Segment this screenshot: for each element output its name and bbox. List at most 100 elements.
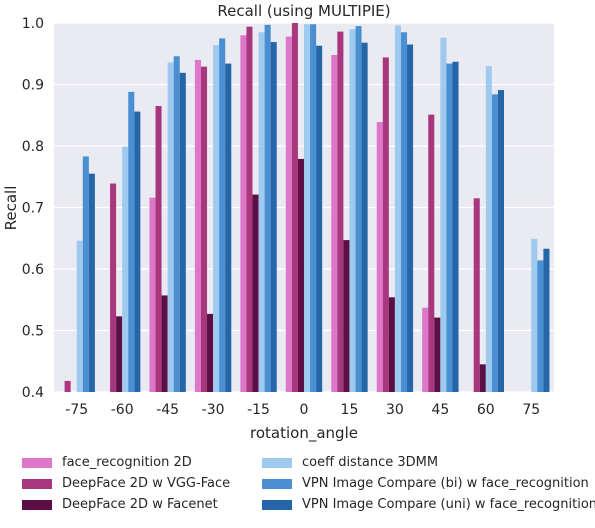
x-tick-label: -60: [111, 402, 134, 418]
bar: [304, 24, 311, 392]
bar: [240, 35, 247, 393]
bar: [343, 240, 350, 392]
bar: [116, 316, 123, 392]
y-tick-label: 0.6: [22, 262, 44, 278]
bar: [173, 56, 180, 393]
y-tick-label: 0.9: [22, 78, 44, 94]
legend-label: VPN Image Compare (uni) w face_recogniti…: [302, 497, 595, 512]
bar: [473, 198, 480, 392]
x-tick-label: 75: [522, 402, 540, 418]
bar: [497, 90, 504, 392]
y-axis-label: Recall: [2, 186, 20, 231]
legend-swatch: [262, 457, 292, 468]
y-tick-label: 0.8: [22, 139, 44, 155]
bar: [122, 146, 129, 392]
x-tick-label: -15: [247, 402, 270, 418]
bar: [479, 364, 486, 392]
bar: [155, 106, 162, 393]
x-tick-label: 15: [341, 402, 359, 418]
x-tick-label: 45: [431, 402, 449, 418]
legend-swatch: [22, 457, 52, 468]
bar: [270, 42, 277, 392]
bar: [110, 183, 117, 392]
bar: [310, 24, 317, 392]
legend-swatch: [22, 499, 52, 510]
bar: [258, 32, 265, 392]
bar: [194, 59, 201, 393]
bar: [382, 57, 389, 392]
legend-item: coeff distance 3DMM: [262, 455, 438, 470]
y-tick-label: 0.5: [22, 324, 44, 340]
bar: [337, 31, 344, 393]
bar: [82, 156, 89, 392]
x-tick-label: 60: [477, 402, 495, 418]
bar: [161, 295, 168, 392]
bar: [291, 23, 298, 392]
bar: [407, 44, 414, 393]
bar: [394, 25, 401, 393]
x-tick-label: 30: [386, 402, 404, 418]
x-tick-label: 0: [300, 402, 309, 418]
bar: [285, 36, 292, 392]
x-axis-label: rotation_angle: [250, 424, 358, 443]
legend-item: face_recognition 2D: [22, 455, 192, 470]
bar: [76, 240, 83, 392]
x-tick-labels: -75 -60 -45 -30 -15 0 15 30 45 60 75: [65, 402, 540, 418]
y-tick-labels: 0.4 0.5 0.6 0.7 0.8 0.9 1.0: [22, 16, 44, 401]
bar: [422, 307, 429, 392]
bar-layer: [64, 23, 550, 393]
bar: [200, 66, 208, 392]
bar: [252, 194, 259, 392]
bar: [207, 313, 214, 392]
y-tick-label: 0.7: [22, 201, 44, 217]
bar: [446, 63, 453, 393]
bar: [149, 197, 156, 392]
bar: [355, 26, 362, 392]
bar: [537, 260, 544, 392]
bar: [400, 32, 408, 392]
bar: [485, 66, 492, 393]
bar: [376, 122, 383, 392]
legend-swatch: [262, 478, 292, 489]
legend-label: coeff distance 3DMM: [302, 455, 439, 470]
x-tick-label: -45: [156, 402, 179, 418]
legend-item: VPN Image Compare (uni) w face_recogniti…: [262, 497, 595, 512]
bar: [349, 29, 356, 393]
legend-swatch: [262, 499, 292, 510]
legend-item: VPN Image Compare (bi) w face_recognitio…: [262, 476, 589, 491]
bar: [246, 26, 253, 392]
bar: [491, 94, 498, 392]
y-tick-label: 1.0: [22, 16, 44, 32]
x-tick-label: -75: [65, 402, 88, 418]
bar: [531, 238, 538, 392]
bar: [440, 37, 447, 392]
bar: [128, 91, 135, 392]
bar: [452, 61, 459, 393]
y-tick-label: 0.4: [22, 385, 44, 401]
legend-label: VPN Image Compare (bi) w face_recognitio…: [302, 476, 589, 491]
bar: [316, 45, 323, 392]
bar: [167, 62, 174, 393]
bar: [134, 111, 141, 392]
bar: [88, 173, 95, 392]
bar: [219, 38, 226, 392]
bar: [297, 158, 304, 392]
legend-swatch: [22, 478, 52, 489]
bar: [361, 42, 368, 393]
bar: [213, 45, 220, 392]
legend-label: DeepFace 2D w Facenet: [62, 497, 218, 512]
legend-item: DeepFace 2D w VGG-Face: [22, 476, 230, 491]
bar: [428, 114, 435, 392]
bar: [543, 248, 550, 392]
bar: [264, 24, 271, 392]
bar: [388, 297, 395, 392]
bar: [225, 63, 232, 393]
legend-label: DeepFace 2D w VGG-Face: [62, 476, 231, 491]
bar: [64, 380, 71, 392]
legend-item: DeepFace 2D w Facenet: [22, 497, 218, 512]
bar: [434, 317, 441, 392]
chart-title: Recall (using MULTIPIE): [217, 2, 390, 20]
x-tick-label: -30: [202, 402, 225, 418]
